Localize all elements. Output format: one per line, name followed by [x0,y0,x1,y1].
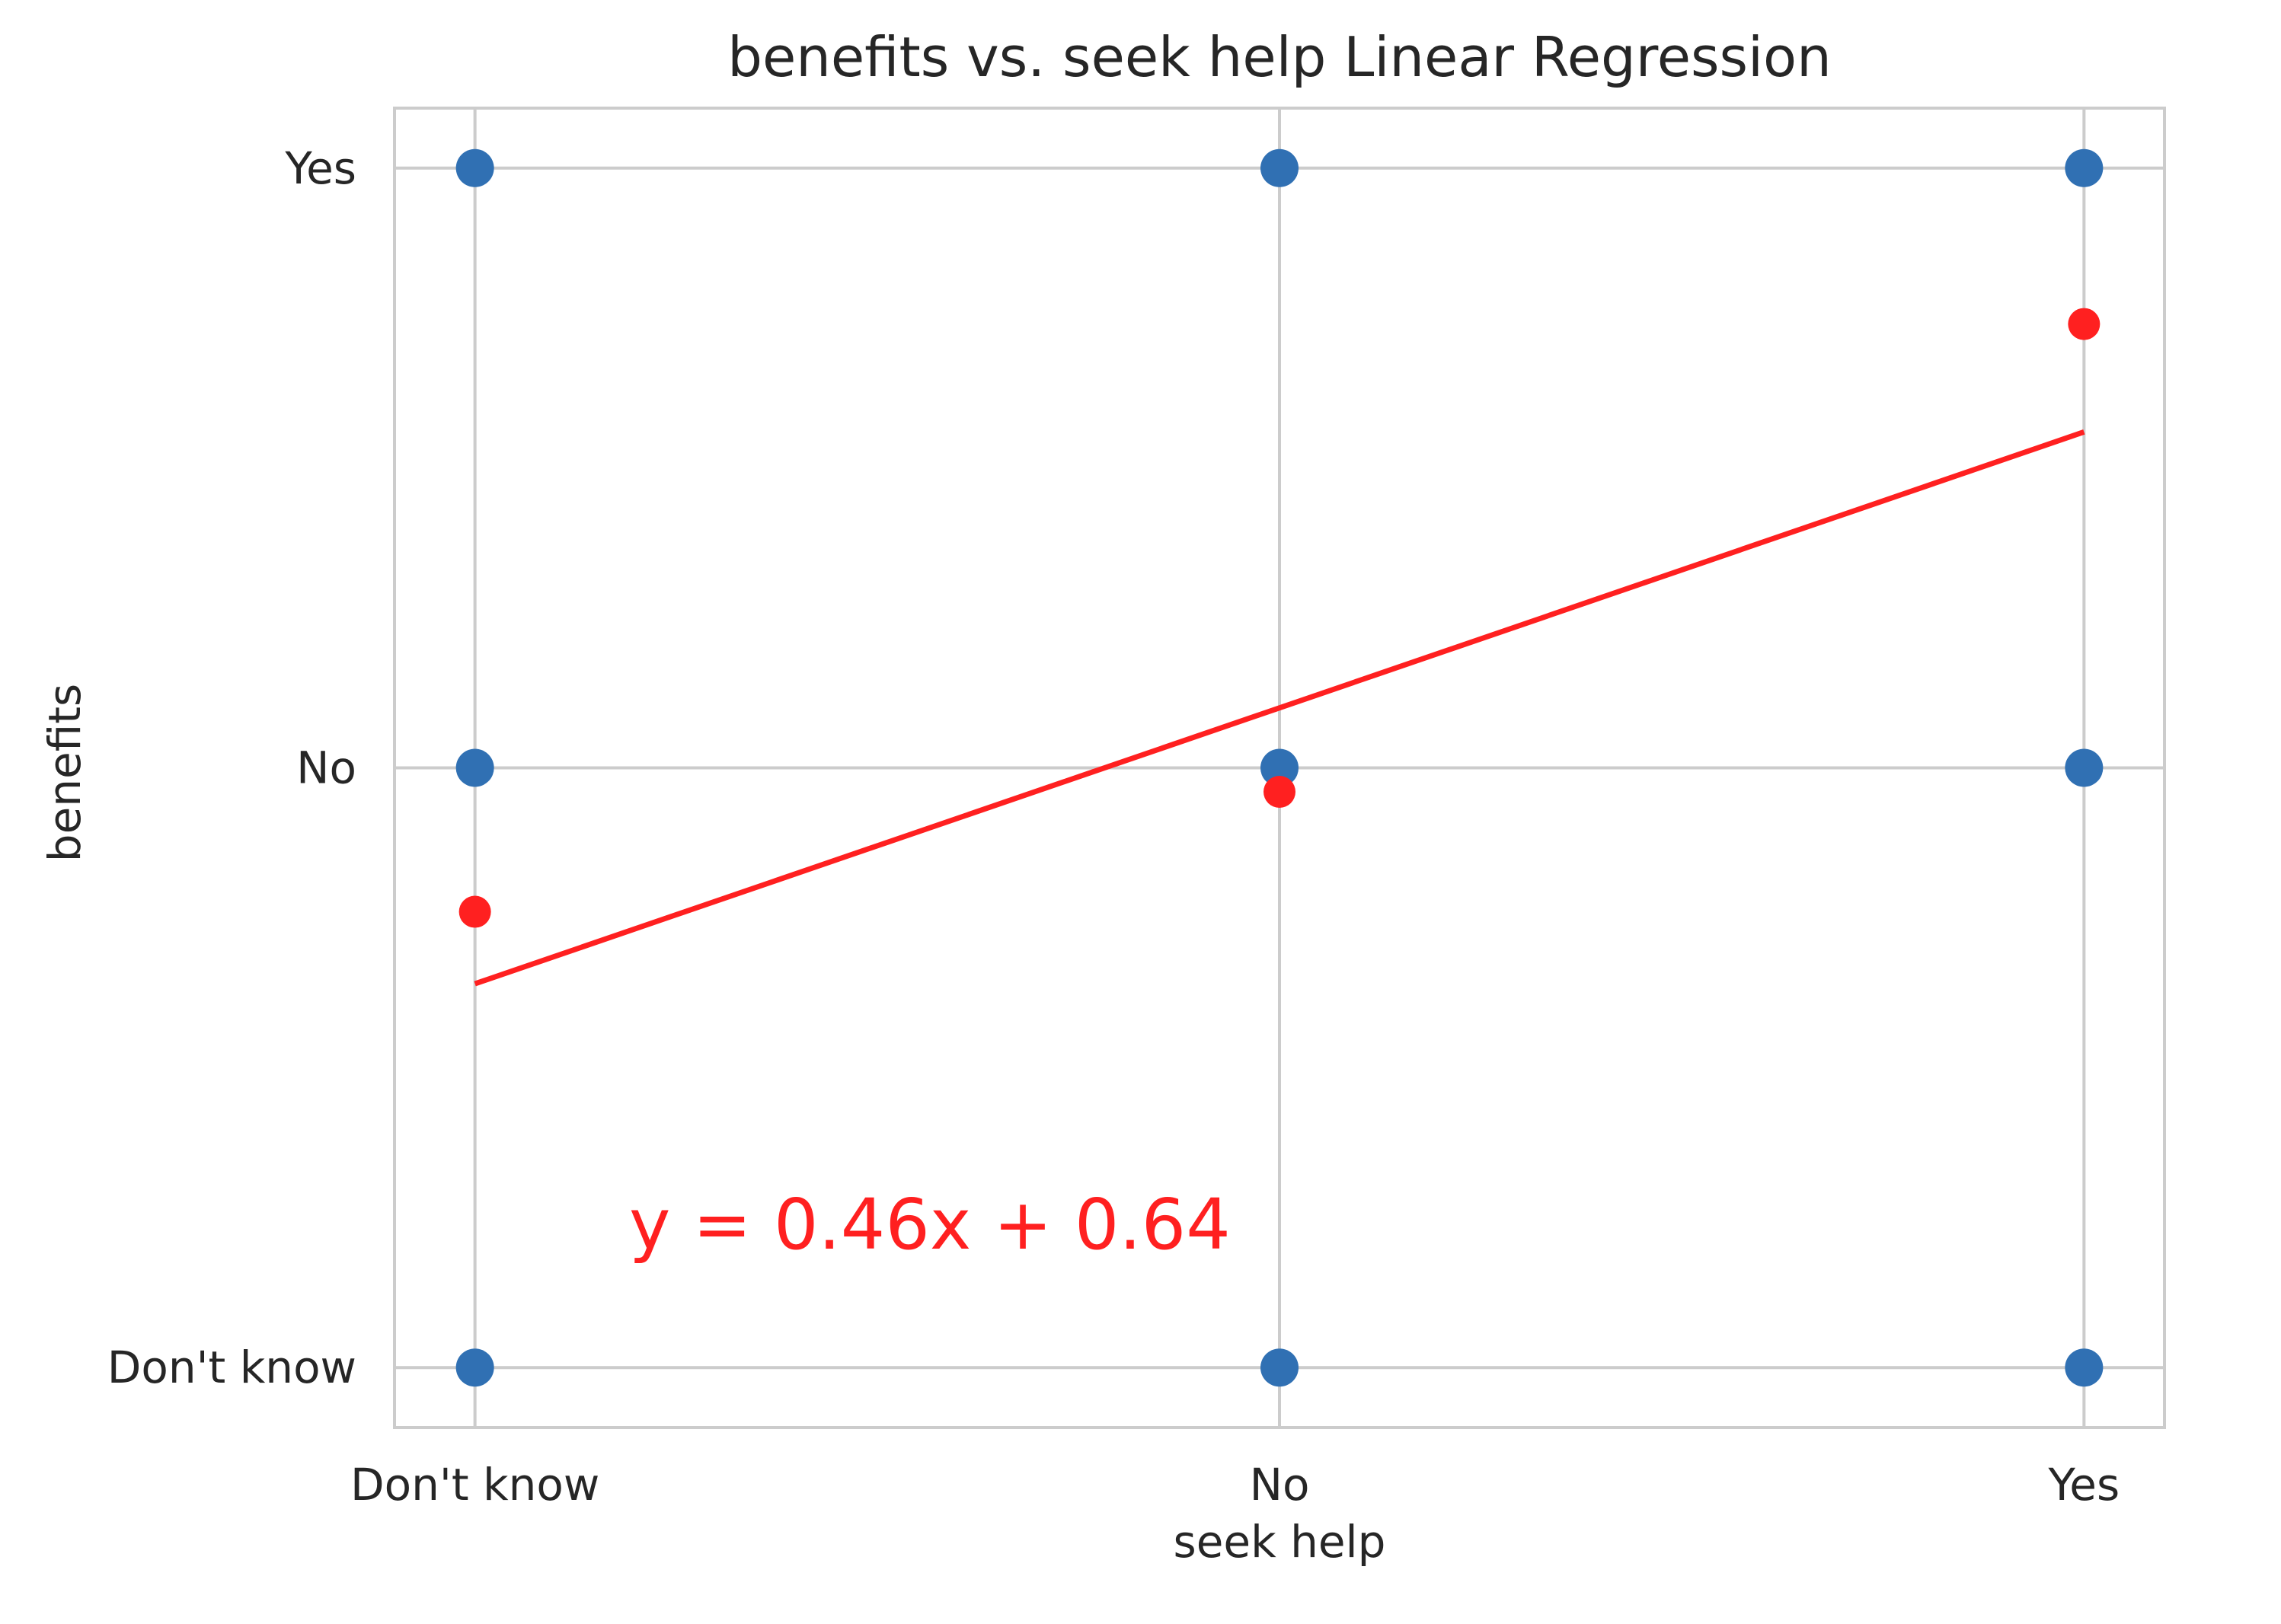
y-tick-labels: Don't know No Yes [107,142,356,1393]
observation-point [2065,1348,2104,1387]
y-tick-label: Yes [284,142,356,194]
chart-title: benefits vs. seek help Linear Regression [727,25,1832,89]
mean-point [458,895,491,928]
plot-area-frame [393,107,2166,1429]
observation-point [2065,148,2104,187]
observation-point [455,148,494,187]
x-axis-label: seek help [1174,1516,1386,1568]
observation-point [1260,1348,1299,1387]
y-tick-label: Don't know [107,1342,356,1393]
x-tick-label: Don't know [350,1459,599,1511]
observation-point [1260,148,1299,187]
x-tick-label: Yes [2048,1459,2120,1511]
observation-point [455,748,494,787]
mean-points [458,308,2101,928]
x-tick-labels: Don't know No Yes [350,1459,2120,1511]
y-tick-label: No [296,742,356,794]
observation-point [1260,748,1299,787]
observation-point [2065,748,2104,787]
mean-point [2068,308,2101,340]
observation-point [455,1348,494,1387]
observation-points [455,148,2104,1387]
regression-line [474,429,2085,987]
y-axis-label: benefits [39,684,91,862]
mean-point [1263,776,1295,809]
regression-equation: y = 0.46x + 0.64 [629,1184,1231,1265]
x-tick-label: No [1250,1459,1310,1511]
